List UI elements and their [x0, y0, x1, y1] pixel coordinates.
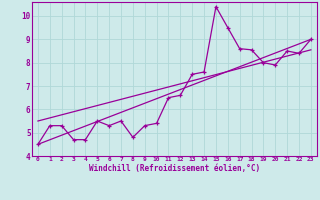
X-axis label: Windchill (Refroidissement éolien,°C): Windchill (Refroidissement éolien,°C) [89, 164, 260, 173]
